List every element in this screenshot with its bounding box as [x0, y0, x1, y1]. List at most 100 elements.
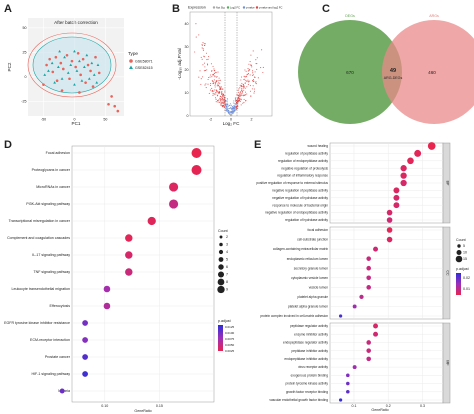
term-label: IL-17 signaling pathway: [32, 253, 70, 257]
panel-d-padj-colorbar: [218, 325, 223, 351]
volcano-point: [218, 101, 220, 104]
volcano-point: [226, 106, 228, 109]
term-label: negative regulation of peptidase activit…: [272, 189, 328, 193]
panel-e: E BP CC MF wound healing regulation of pept…: [254, 139, 470, 412]
volcano-point: [252, 85, 254, 87]
dot-hif-1-signaling-pathway: [82, 371, 88, 377]
dot-micrornas-in-cancer: [169, 182, 179, 192]
term-label: endopeptidase inhibitor activity: [284, 357, 328, 361]
volcano-point: [212, 74, 214, 76]
scatter-point-gse82415: [87, 77, 91, 80]
term-label: response to molecule of bacterial origin: [273, 203, 329, 207]
volcano-point: [208, 92, 210, 95]
volcano-point: [214, 81, 216, 84]
volcano-point: [202, 48, 204, 50]
scatter-point-gse58071: [74, 65, 77, 69]
volcano-point: [235, 102, 238, 104]
volcano-point: [248, 63, 250, 65]
volcano-point: [255, 83, 258, 85]
legend-padj-tick: 0.0125: [225, 325, 235, 329]
volcano-point: [240, 79, 242, 81]
volcano-point: [204, 56, 206, 58]
volcano-point: [230, 104, 233, 106]
volcano-point: [247, 79, 249, 81]
volcano-point: [237, 108, 239, 110]
term-label: vascular endothelial growth factor bindi…: [269, 398, 328, 402]
volcano-point: [226, 103, 229, 106]
scatter-point-gse58071: [65, 53, 69, 57]
legend-count-label: 4: [226, 250, 228, 254]
dot-endopeptidase-inhibitor-activity: [366, 356, 371, 362]
volcano-point: [218, 85, 220, 87]
scatter-point-gse82415: [73, 49, 76, 53]
x-tick-label: 0.1: [351, 404, 356, 408]
facet-strip-label: CC: [446, 270, 450, 276]
legend-marker-circle: [129, 59, 133, 63]
volcano-point: [237, 89, 239, 92]
dot-tnf-signaling-pathway: [125, 268, 133, 276]
volcano-point: [221, 100, 223, 102]
panel-e-xlabel: GeneRatio: [371, 408, 388, 412]
volcano-point: [200, 83, 202, 85]
x-tick-label: 0.10: [101, 404, 108, 408]
legend-count-label: 9: [226, 288, 228, 292]
dot-il-17-signaling-pathway: [125, 251, 133, 259]
volcano-point: [252, 72, 254, 74]
volcano-point: [239, 94, 242, 96]
volcano-point: [240, 93, 242, 95]
volcano-point: [211, 70, 213, 72]
scatter-point-gse82415: [63, 55, 66, 59]
volcano-point: [200, 78, 202, 80]
panel-d-term-labels: Focal adhesion Proteoglycans in cancer Mic…: [4, 151, 71, 393]
volcano-point: [239, 99, 241, 101]
term-label: protein tyrosine kinase activity: [285, 382, 328, 386]
volcano-point: [237, 98, 239, 100]
volcano-point: [232, 110, 234, 112]
legend-padj-tick: 0.0075: [225, 337, 235, 341]
volcano-point: [226, 107, 229, 109]
panel-a-y-ticks: 50 25 0 -25: [21, 26, 26, 104]
volcano-point: [235, 100, 237, 102]
volcano-point: [207, 64, 209, 66]
scatter-point-gse82415: [60, 77, 64, 80]
scatter-point-gse82415: [96, 63, 100, 67]
dot-negative-regulation-of-peptidase-activity: [393, 187, 400, 194]
volcano-point: [204, 69, 207, 72]
scatter-point-gse58071: [45, 63, 48, 67]
venn-right-label: ARGs: [429, 14, 439, 18]
volcano-point: [221, 105, 223, 107]
volcano-point: [204, 84, 206, 86]
dot-growth-factor-receptor-binding: [346, 389, 350, 394]
volcano-point: [229, 107, 231, 110]
dot-vascular-endothelial-growth-factor-binding: [339, 398, 343, 402]
volcano-point: [252, 50, 254, 52]
dot-secretory-granule-lumen: [366, 265, 371, 271]
panel-b-y-ticks: 40 30 20 10 0: [185, 22, 189, 118]
scatter-point-gse58071: [51, 70, 55, 74]
panel-b-plot-frame: [189, 11, 273, 117]
volcano-point: [202, 49, 204, 51]
scatter-point-gse58071: [79, 73, 82, 77]
venn-left-circle: [298, 20, 402, 124]
volcano-point: [225, 100, 227, 103]
venn-left-count: 670: [346, 70, 354, 75]
volcano-point: [253, 92, 255, 94]
volcano-point: [236, 103, 238, 105]
scatter-point-gse58071: [110, 95, 113, 98]
panel-d-legend-count: 2 3 4 5 6 7 8 9: [217, 235, 228, 294]
volcano-point: [219, 88, 221, 90]
volcano-point: [226, 101, 228, 103]
dot-collagen-containing-extracellular-matrix: [373, 246, 379, 252]
volcano-point: [203, 55, 205, 57]
volcano-point: [195, 23, 197, 25]
volcano-point: [229, 104, 231, 106]
dot-cytoplasmic-vesicle-lumen: [366, 275, 371, 281]
volcano-point: [251, 88, 253, 90]
volcano-point: [219, 95, 222, 98]
panel-b-x-ticks: -2 0 2: [209, 118, 253, 122]
volcano-point: [222, 93, 225, 95]
term-label: Prostate cancer: [45, 355, 71, 359]
term-label: cell-substrate junction: [297, 238, 328, 242]
term-label: ECM-receptor interaction: [30, 338, 70, 342]
volcano-point: [215, 80, 217, 82]
